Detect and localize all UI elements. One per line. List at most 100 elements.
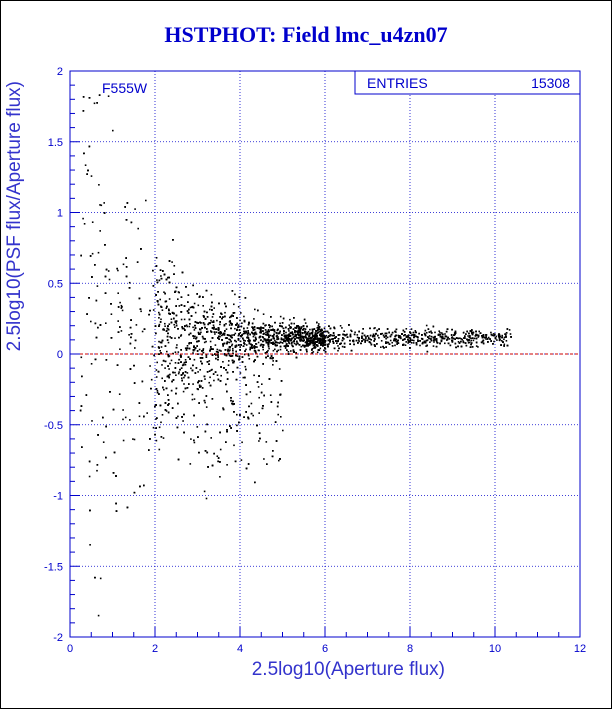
data-point <box>290 339 292 342</box>
data-point <box>306 331 309 334</box>
data-point <box>129 419 131 421</box>
data-point <box>209 348 212 351</box>
data-point <box>183 413 185 416</box>
data-point <box>181 271 184 274</box>
data-point <box>253 347 256 350</box>
data-point <box>117 292 119 294</box>
data-point <box>469 346 472 348</box>
data-point <box>287 336 290 338</box>
data-point <box>168 260 171 262</box>
data-point <box>190 367 192 370</box>
data-point <box>295 327 298 329</box>
data-point <box>316 334 318 337</box>
data-point <box>181 364 184 367</box>
data-point <box>287 328 290 330</box>
data-point <box>317 331 320 333</box>
data-point <box>185 324 188 326</box>
data-point <box>292 336 295 339</box>
data-point <box>167 353 169 356</box>
data-point <box>459 337 461 339</box>
data-point <box>228 320 231 323</box>
data-point <box>203 316 205 318</box>
data-point <box>383 336 386 338</box>
data-point <box>88 97 91 99</box>
data-point <box>505 332 508 334</box>
data-point <box>315 338 317 340</box>
data-point <box>121 309 124 312</box>
data-point <box>485 334 488 336</box>
data-point <box>502 341 504 343</box>
data-point <box>304 334 307 336</box>
data-point <box>160 277 163 280</box>
data-point <box>225 328 228 330</box>
data-point <box>397 342 399 344</box>
data-point <box>457 345 459 348</box>
data-point <box>447 336 449 339</box>
data-point <box>385 332 388 335</box>
data-point <box>500 344 502 346</box>
data-point <box>189 323 191 325</box>
data-point <box>320 332 323 335</box>
data-point <box>222 408 225 411</box>
data-point <box>435 345 438 348</box>
data-point <box>317 329 319 331</box>
data-point <box>167 325 169 327</box>
data-point <box>265 356 267 359</box>
data-point <box>506 344 509 347</box>
data-point <box>294 326 296 329</box>
data-point <box>300 336 302 339</box>
data-point <box>90 363 93 365</box>
data-point <box>343 330 345 332</box>
data-point <box>187 376 190 379</box>
data-point <box>324 343 327 346</box>
data-point <box>337 349 339 352</box>
data-point <box>306 343 309 345</box>
data-point <box>80 405 83 407</box>
data-point <box>90 175 93 177</box>
data-point <box>165 278 168 281</box>
data-point <box>266 332 269 335</box>
data-point <box>394 330 396 333</box>
data-point <box>119 348 121 350</box>
data-point <box>277 328 279 331</box>
data-point <box>452 337 455 340</box>
data-point <box>267 333 270 336</box>
data-point <box>317 339 319 342</box>
data-point <box>254 351 257 353</box>
data-point <box>319 335 322 337</box>
data-point <box>162 386 164 389</box>
data-point <box>509 333 512 335</box>
data-point <box>425 324 428 327</box>
data-point <box>199 295 201 298</box>
data-point <box>219 323 221 326</box>
data-point <box>82 217 84 220</box>
data-point <box>319 333 322 335</box>
data-point <box>241 356 244 358</box>
data-point <box>208 322 210 324</box>
data-point <box>80 356 83 359</box>
data-point <box>261 336 264 338</box>
data-point <box>180 296 183 298</box>
data-point <box>166 339 169 341</box>
data-point <box>238 421 240 424</box>
data-point <box>168 281 171 284</box>
data-point <box>245 348 247 351</box>
data-point <box>266 339 268 342</box>
data-point <box>404 338 406 340</box>
data-point <box>177 362 180 364</box>
data-point <box>272 341 275 344</box>
data-point <box>125 219 128 221</box>
data-point <box>501 334 503 337</box>
data-point <box>255 337 257 340</box>
data-point <box>464 335 466 337</box>
data-point <box>243 315 245 318</box>
data-point <box>206 361 209 363</box>
data-point <box>302 329 304 331</box>
data-point <box>286 334 288 337</box>
data-point <box>457 341 460 343</box>
data-point <box>165 330 168 332</box>
data-point <box>249 346 252 349</box>
data-point <box>196 388 199 390</box>
data-point <box>332 340 334 343</box>
data-point <box>410 342 413 344</box>
